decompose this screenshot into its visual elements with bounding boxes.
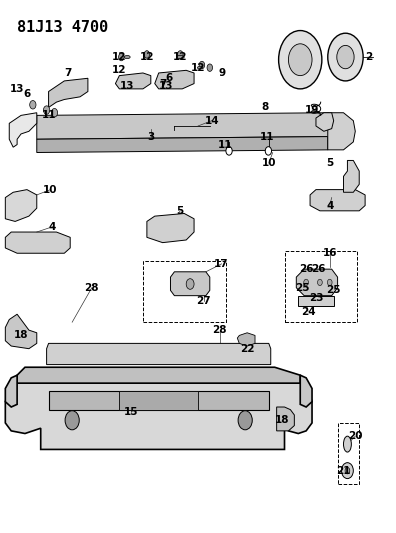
Text: 25: 25 (326, 285, 341, 295)
Text: 12: 12 (140, 52, 154, 62)
Polygon shape (316, 113, 334, 131)
Text: 28: 28 (85, 282, 99, 293)
Text: 18: 18 (14, 330, 28, 341)
Text: 4: 4 (326, 200, 333, 211)
Polygon shape (147, 214, 194, 243)
Text: 5: 5 (177, 206, 184, 216)
Text: 4: 4 (49, 222, 56, 232)
Polygon shape (37, 136, 328, 152)
Circle shape (341, 463, 353, 479)
Polygon shape (5, 232, 70, 253)
Polygon shape (49, 78, 88, 108)
Polygon shape (170, 272, 210, 296)
Text: 9: 9 (218, 68, 225, 78)
Circle shape (118, 53, 124, 61)
Text: 27: 27 (196, 296, 211, 306)
Circle shape (328, 33, 363, 81)
Text: 16: 16 (322, 248, 337, 259)
Polygon shape (5, 383, 312, 449)
Polygon shape (296, 269, 338, 296)
Text: 18: 18 (275, 415, 290, 425)
Circle shape (265, 147, 272, 155)
Text: 11: 11 (41, 110, 56, 120)
Circle shape (44, 106, 50, 114)
Polygon shape (300, 375, 312, 407)
Ellipse shape (176, 55, 184, 59)
Polygon shape (155, 70, 194, 89)
Polygon shape (328, 113, 355, 150)
Text: 8: 8 (261, 102, 268, 112)
Circle shape (144, 51, 150, 58)
Text: 20: 20 (348, 431, 363, 441)
Text: 21: 21 (336, 466, 351, 475)
Polygon shape (277, 407, 294, 431)
Text: 23: 23 (309, 293, 323, 303)
Text: 24: 24 (301, 306, 316, 317)
Polygon shape (237, 333, 255, 346)
Text: 12: 12 (112, 66, 127, 75)
Circle shape (288, 44, 312, 76)
Text: 3: 3 (147, 132, 154, 142)
Text: 12: 12 (173, 52, 188, 62)
Circle shape (177, 51, 183, 58)
Circle shape (207, 64, 213, 71)
Text: 22: 22 (240, 344, 254, 354)
Polygon shape (47, 343, 271, 365)
Circle shape (226, 147, 232, 155)
Polygon shape (5, 314, 37, 349)
Polygon shape (298, 296, 334, 306)
Text: 12: 12 (191, 63, 205, 72)
Text: 10: 10 (261, 158, 276, 168)
Circle shape (51, 109, 58, 117)
Text: 14: 14 (204, 116, 219, 126)
Text: 26: 26 (311, 264, 325, 274)
Circle shape (327, 279, 332, 286)
Circle shape (279, 30, 322, 89)
Polygon shape (119, 391, 198, 410)
Circle shape (318, 279, 322, 286)
Text: 6: 6 (165, 73, 172, 83)
Text: 6: 6 (23, 89, 30, 99)
Text: 26: 26 (299, 264, 313, 274)
Polygon shape (49, 391, 269, 410)
Text: 81J13 4700: 81J13 4700 (17, 20, 109, 35)
Text: 15: 15 (124, 407, 139, 417)
Circle shape (199, 61, 205, 69)
Text: 13: 13 (159, 81, 174, 91)
Ellipse shape (345, 467, 350, 474)
Text: 28: 28 (212, 325, 227, 335)
Text: 7: 7 (159, 78, 166, 88)
Circle shape (304, 279, 308, 286)
Text: 7: 7 (65, 68, 72, 78)
Ellipse shape (198, 66, 202, 69)
Text: 19: 19 (305, 105, 319, 115)
Polygon shape (17, 367, 300, 383)
Text: 11: 11 (218, 140, 233, 150)
Text: 11: 11 (259, 132, 274, 142)
Polygon shape (5, 190, 37, 221)
Text: 2: 2 (366, 52, 373, 62)
Circle shape (238, 411, 252, 430)
Text: 17: 17 (214, 259, 229, 269)
Polygon shape (343, 160, 359, 192)
Polygon shape (115, 73, 151, 89)
Ellipse shape (124, 55, 130, 59)
Polygon shape (37, 113, 347, 139)
Text: 13: 13 (120, 81, 135, 91)
Polygon shape (310, 190, 365, 211)
Text: 10: 10 (43, 184, 58, 195)
Circle shape (186, 279, 194, 289)
Polygon shape (5, 375, 17, 407)
Text: 12: 12 (112, 52, 127, 62)
Ellipse shape (343, 436, 351, 452)
Text: 13: 13 (10, 84, 25, 94)
Circle shape (337, 45, 354, 69)
Circle shape (30, 101, 36, 109)
Text: 25: 25 (295, 282, 309, 293)
Polygon shape (9, 113, 37, 147)
Text: 5: 5 (326, 158, 333, 168)
Circle shape (65, 411, 79, 430)
